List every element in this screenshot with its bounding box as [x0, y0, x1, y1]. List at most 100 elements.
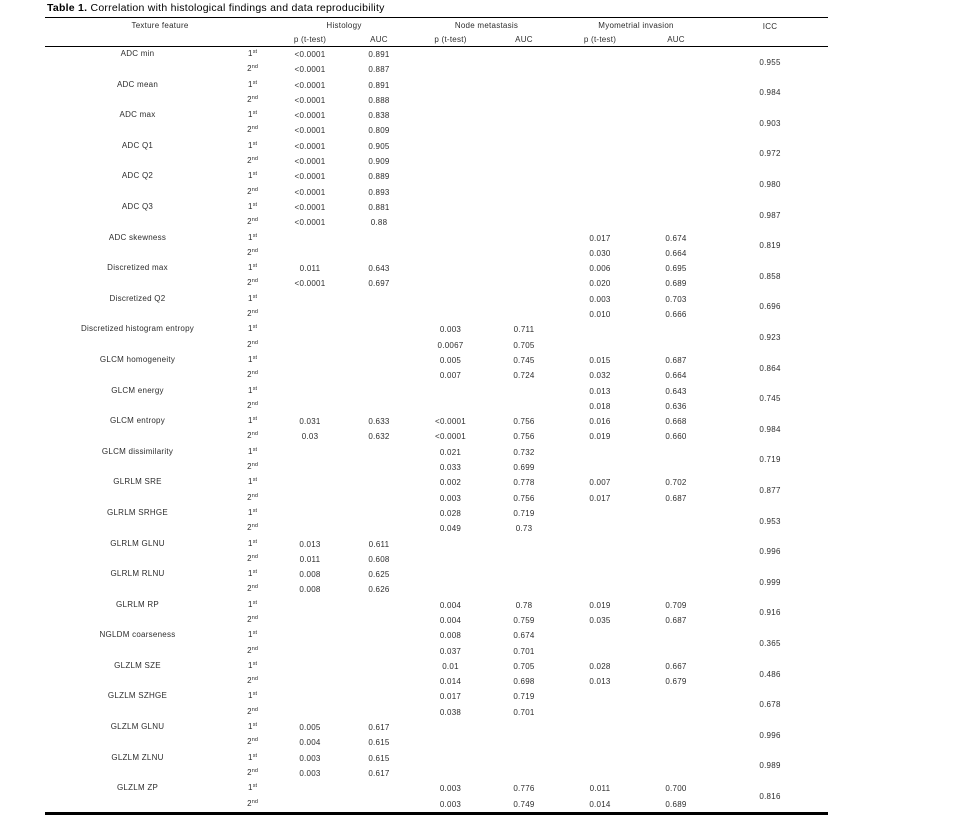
- measurement-label: 1st: [248, 416, 257, 426]
- myometrial-p-value: [560, 62, 640, 77]
- feature-name: GLRLM GLNU: [110, 538, 165, 548]
- measurement-ordinal-suffix: st: [252, 660, 257, 667]
- measurement-ordinal-suffix: nd: [251, 125, 258, 132]
- icc-value: 0.999: [759, 577, 781, 587]
- measurement-label: 1st: [248, 752, 257, 762]
- myometrial-p-value: [560, 338, 640, 353]
- myometrial-p-value: 0.030: [589, 248, 611, 258]
- myometrial-auc-value: 0.703: [665, 294, 687, 304]
- histology-auc-value: 0.881: [368, 202, 390, 212]
- measurement-ordinal-suffix: nd: [251, 645, 258, 652]
- histology-p-value: [275, 384, 345, 399]
- table-row: GLCM energy 1st 0.013 0.643 0.745: [45, 384, 828, 404]
- histology-p-value: 0.031: [299, 417, 321, 427]
- measurement-label: 1st: [248, 722, 257, 732]
- node-auc-value: [488, 292, 560, 307]
- node-p-value: 0.038: [439, 707, 462, 717]
- histology-p-value: [275, 613, 345, 628]
- node-auc-value: [488, 384, 560, 399]
- histology-auc-value: 0.611: [368, 539, 390, 549]
- measurement-ordinal-suffix: nd: [251, 278, 258, 285]
- col-subheader-node-p: p (t-test): [434, 35, 467, 45]
- histology-p-value: [275, 338, 345, 353]
- measurement-ordinal-suffix: st: [252, 110, 257, 117]
- histology-auc-value: [345, 797, 413, 814]
- node-auc-value: [488, 47, 560, 63]
- feature-name: ADC Q2: [121, 171, 154, 181]
- icc-value: 0.972: [759, 149, 781, 159]
- myometrial-p-value: 0.017: [589, 493, 611, 503]
- histology-auc-value: 0.889: [368, 172, 390, 182]
- myometrial-auc-value: [640, 47, 712, 63]
- myometrial-p-value: [560, 766, 640, 781]
- measurement-label: 2nd: [247, 247, 258, 257]
- node-auc-value: [488, 246, 560, 261]
- icc-value: 0.819: [759, 241, 781, 251]
- node-p-value: [413, 567, 488, 582]
- histology-auc-value: [345, 368, 413, 383]
- node-p-value: [413, 307, 488, 322]
- histology-p-value: [275, 246, 345, 261]
- measurement-label: 2nd: [247, 217, 258, 227]
- table-row: ADC mean 1st <0.0001 0.891 0.984: [45, 78, 828, 98]
- measurement-label: 2nd: [247, 523, 258, 533]
- table-row: 2nd 0.007 0.724 0.032 0.664: [45, 368, 828, 383]
- node-auc-value: 0.719: [513, 508, 535, 518]
- table-row: 2nd 0.014 0.698 0.013 0.679: [45, 674, 828, 689]
- table-row: 2nd 0.018 0.636: [45, 399, 828, 414]
- measurement-ordinal-suffix: nd: [251, 584, 258, 591]
- myometrial-p-value: [560, 169, 640, 184]
- table-row: 2nd 0.03 0.632 <0.0001 0.756 0.019 0.660: [45, 429, 828, 444]
- measurement-ordinal-suffix: nd: [251, 767, 258, 774]
- histology-p-value: <0.0001: [294, 157, 326, 167]
- measurement-label: 1st: [248, 691, 257, 701]
- table-row: 2nd 0.030 0.664: [45, 246, 828, 261]
- histology-p-value: [275, 307, 345, 322]
- table-row: Discretized max 1st 0.011 0.643 0.006 0.695 0.…: [45, 261, 828, 281]
- measurement-label: 2nd: [247, 706, 258, 716]
- myometrial-auc-value: [640, 705, 712, 720]
- feature-name: GLCM entropy: [109, 416, 166, 426]
- histology-auc-value: 0.888: [368, 95, 390, 105]
- table-row: 2nd <0.0001 0.697 0.020 0.689: [45, 276, 828, 291]
- feature-name: ADC max: [119, 110, 156, 120]
- table-header: Texture feature Histology Node metastasi…: [45, 18, 829, 47]
- measurement-ordinal-suffix: nd: [251, 186, 258, 193]
- feature-name: GLZLM GLNU: [110, 722, 165, 732]
- myometrial-auc-value: [640, 123, 712, 138]
- icc-value: 0.678: [759, 700, 781, 710]
- table-row: 2nd <0.0001 0.88: [45, 215, 828, 230]
- measurement-label: 1st: [248, 110, 257, 120]
- myometrial-p-value: [560, 521, 640, 536]
- feature-name: NGLDM coarseness: [99, 630, 176, 640]
- histology-p-value: <0.0001: [294, 95, 326, 105]
- node-p-value: [413, 123, 488, 138]
- myometrial-p-value: [560, 735, 640, 750]
- measurement-ordinal-suffix: nd: [251, 553, 258, 560]
- histology-auc-value: [345, 338, 413, 353]
- node-auc-value: 0.701: [513, 707, 535, 717]
- myometrial-auc-value: 0.709: [665, 600, 687, 610]
- node-p-value: 0.004: [439, 600, 462, 610]
- histology-auc-value: 0.887: [368, 65, 390, 75]
- myometrial-p-value: [560, 93, 640, 108]
- node-auc-value: 0.778: [513, 478, 535, 488]
- myometrial-auc-value: [640, 628, 712, 643]
- icc-value: 0.916: [759, 608, 781, 618]
- histology-auc-value: 0.891: [368, 80, 390, 90]
- myometrial-auc-value: [640, 78, 712, 93]
- histology-p-value: [275, 689, 345, 704]
- node-p-value: [413, 93, 488, 108]
- measurement-label: 1st: [248, 446, 257, 456]
- myometrial-p-value: 0.007: [589, 478, 611, 488]
- node-p-value: 0.005: [439, 355, 462, 365]
- myometrial-auc-value: [640, 506, 712, 521]
- histology-p-value: [275, 292, 345, 307]
- myometrial-p-value: [560, 123, 640, 138]
- histology-auc-value: 0.909: [368, 157, 390, 167]
- icc-value: 0.365: [759, 638, 781, 648]
- measurement-label: 1st: [248, 232, 257, 242]
- feature-name: ADC mean: [116, 79, 159, 89]
- myometrial-auc-value: [640, 154, 712, 169]
- measurement-ordinal-suffix: st: [252, 232, 257, 239]
